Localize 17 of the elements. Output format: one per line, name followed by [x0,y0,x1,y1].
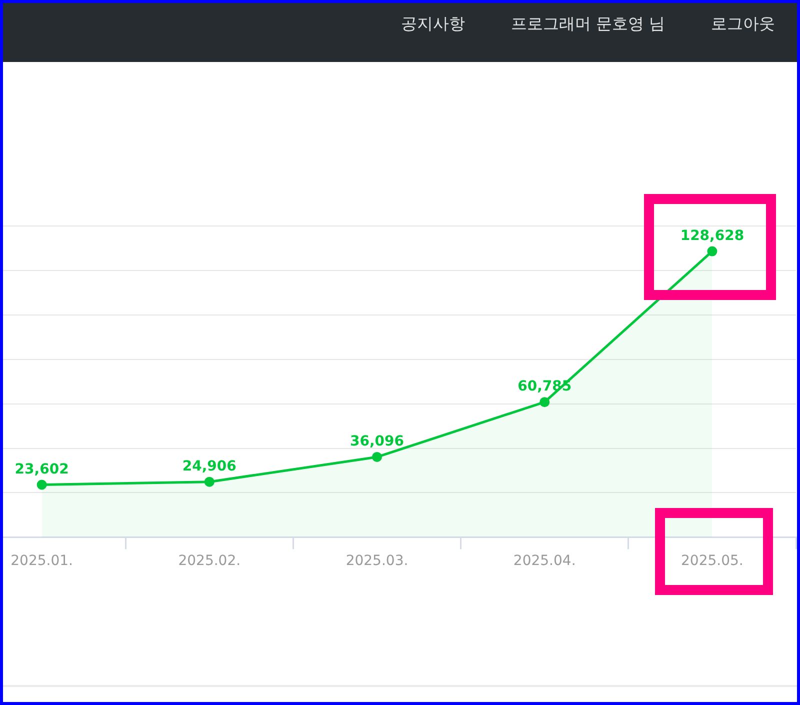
data-label: 36,096 [350,434,404,450]
point [707,246,718,256]
point [540,397,550,408]
data-label: 24,906 [182,458,236,474]
text: 프로그래머 문호영 님 [510,14,665,34]
text: 공지사항 [400,14,465,34]
text: 로그아웃 [711,14,775,34]
x-tick-label: 2025.04. [513,553,576,570]
data-label: 23,602 [14,461,69,478]
point [372,452,382,462]
x-tick-label: 2025.01. [10,553,73,570]
point [204,476,214,487]
point [36,480,47,490]
x-tick-label: 2025.02. [178,553,241,570]
x-tick-label: 2025.05. [681,553,744,570]
x-tick-label: 2025.03. [346,553,408,570]
data-label: 128,628 [680,228,744,244]
